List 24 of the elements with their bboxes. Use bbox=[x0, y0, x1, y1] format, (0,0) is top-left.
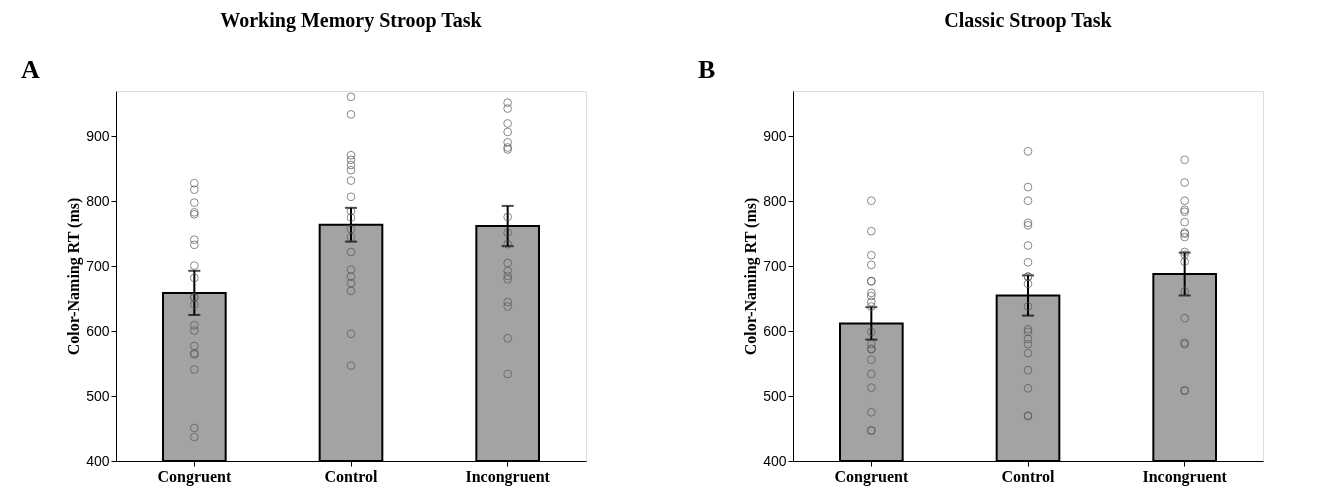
y-tick-label: 600 bbox=[86, 322, 110, 339]
chart-title: Classic Stroop Task bbox=[944, 9, 1113, 32]
x-tick-label: Incongruent bbox=[465, 467, 551, 486]
y-axis-title: Color-Naming RT (ms) bbox=[65, 197, 84, 356]
y-tick-label: 600 bbox=[763, 322, 787, 339]
y-tick-label: 500 bbox=[763, 387, 787, 404]
text: A bbox=[21, 55, 40, 84]
y-tick-label: 700 bbox=[86, 257, 110, 274]
text: B bbox=[698, 55, 716, 84]
x-tick-label: Congruent bbox=[834, 467, 909, 486]
x-tick-label: Congruent bbox=[157, 467, 232, 486]
y-tick-label: 900 bbox=[86, 127, 110, 144]
y-axis-title: Color-Naming RT (ms) bbox=[742, 197, 761, 356]
y-tick-label: 900 bbox=[763, 127, 787, 144]
chart-title: Working Memory Stroop Task bbox=[220, 9, 483, 32]
y-tick-label: 800 bbox=[86, 192, 110, 209]
x-tick-label: Control bbox=[324, 467, 379, 485]
x-tick-label: Control bbox=[1001, 467, 1056, 485]
y-tick-label: 800 bbox=[763, 192, 787, 209]
y-tick-label: 700 bbox=[763, 257, 787, 274]
x-tick-label: Incongruent bbox=[1142, 467, 1228, 486]
y-tick-label: 400 bbox=[763, 452, 787, 469]
y-tick-label: 500 bbox=[86, 387, 110, 404]
y-tick-label: 400 bbox=[86, 452, 110, 469]
